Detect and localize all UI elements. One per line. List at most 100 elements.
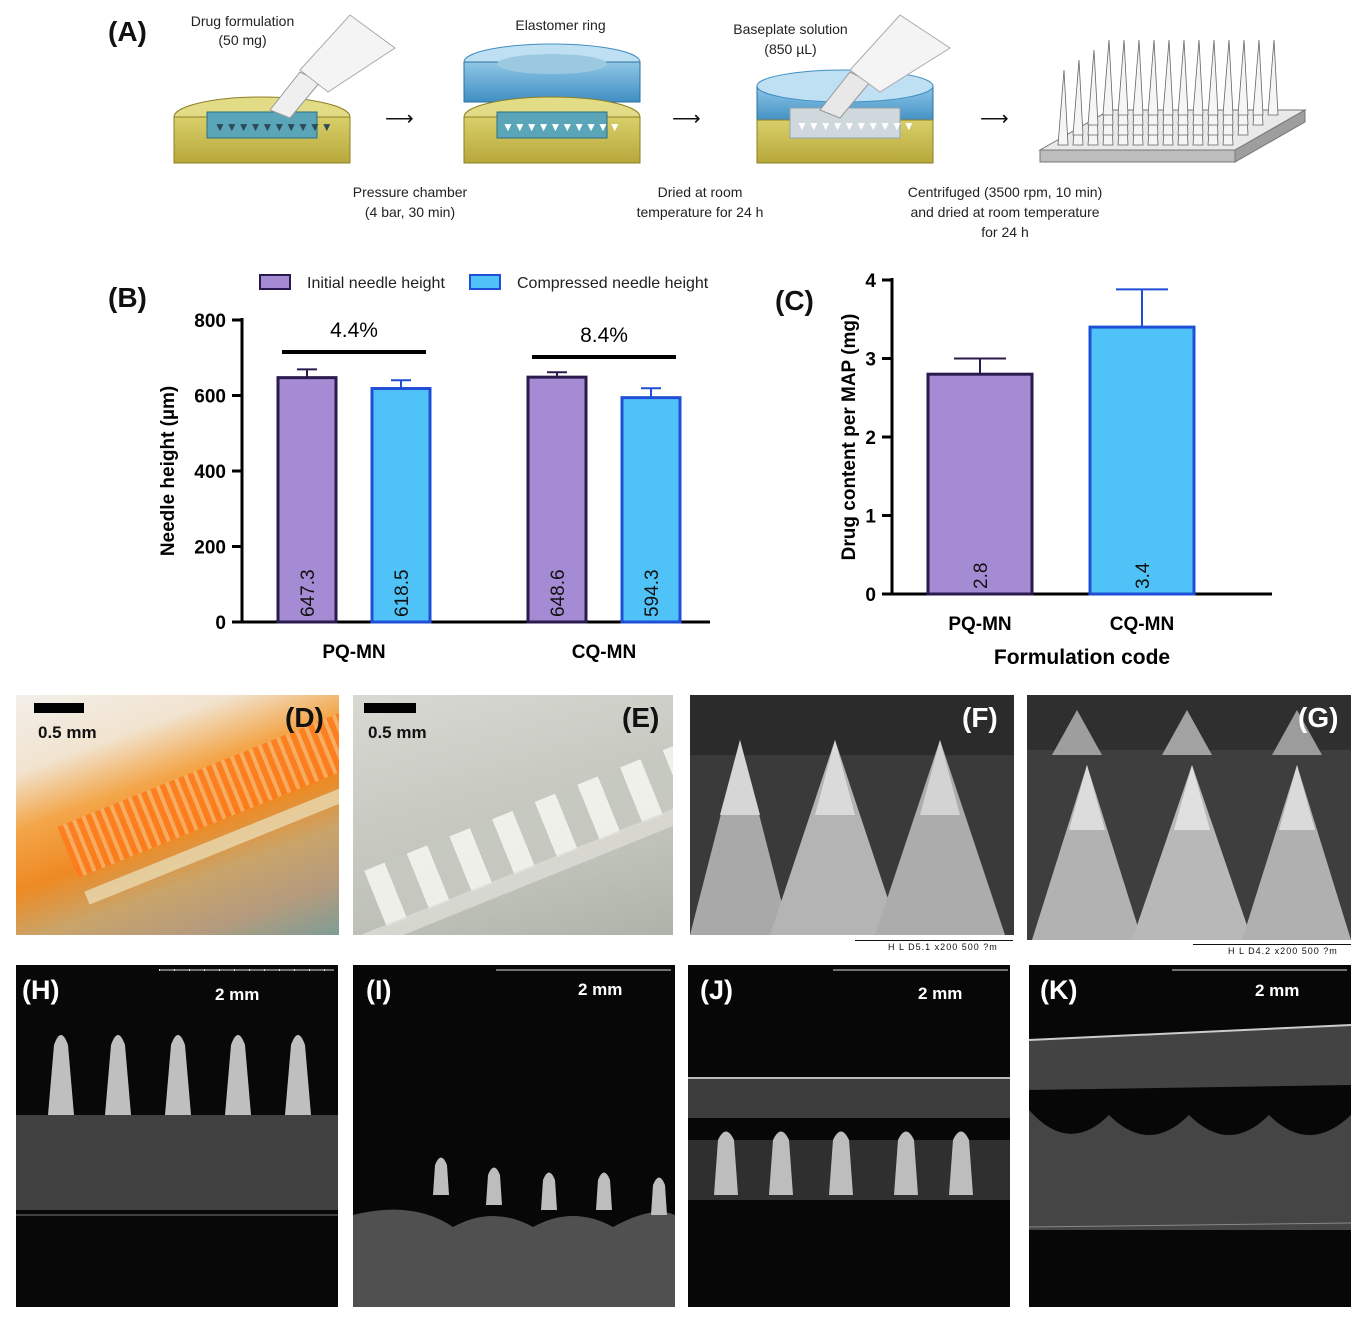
legend-swatch	[259, 274, 291, 290]
y-tick-label: 0	[215, 613, 226, 634]
y-tick-label: 1	[865, 507, 876, 528]
needle-cone	[1192, 39, 1204, 116]
scale-label-e: 0.5 mm	[368, 723, 427, 742]
needle-cone	[1162, 39, 1174, 116]
y-tick-label: 0	[865, 585, 876, 606]
panel-g-letter: (G)	[1298, 702, 1339, 733]
bar	[620, 396, 682, 624]
y-tick-label: 600	[194, 387, 226, 408]
panel-f-sem	[690, 695, 1014, 935]
scalebar-d	[34, 703, 84, 713]
needle-cone	[1222, 39, 1234, 116]
needle-cone	[1087, 49, 1099, 126]
y-axis-title: Drug content per MAP (mg)	[839, 314, 860, 561]
panel-h-letter: (H)	[22, 975, 60, 1005]
panel-j-letter: (J)	[700, 975, 733, 1005]
step1-title: Drug formulation	[190, 13, 295, 29]
caption3-line2: and dried at room temperature	[910, 204, 1100, 220]
sem-scale-g	[1193, 944, 1351, 945]
sem-caption-g: H L D4.2 x200 500 ?m	[1228, 946, 1338, 956]
needle-cone	[1132, 39, 1144, 116]
sem-caption-f: H L D5.1 x200 500 ?m	[888, 942, 998, 952]
mould-1: ▼▼▼▼▼▼▼▼▼▼	[173, 96, 351, 164]
y-tick-label: 4	[865, 271, 876, 292]
step3-amount: (850 µL)	[764, 41, 817, 57]
needle-cone	[1252, 39, 1264, 116]
panel-h-oct	[16, 965, 338, 1307]
x-tick-label: CQ-MN	[572, 642, 636, 663]
scale-label-j: 2 mm	[918, 984, 963, 1003]
percent-annotation: 8.4%	[580, 324, 628, 347]
bar-value-label: 2.8	[971, 563, 992, 589]
caption2-line2: temperature for 24 h	[636, 204, 764, 220]
bar-value-label: 594.3	[642, 569, 663, 617]
panel-i-letter: (I)	[366, 975, 392, 1005]
svg-text:▼▼▼▼▼▼▼▼▼▼: ▼▼▼▼▼▼▼▼▼▼	[502, 120, 621, 134]
panel-g-sem	[1027, 695, 1351, 940]
needle-cone	[1237, 39, 1249, 116]
bar	[276, 376, 338, 624]
x-axis-title: Formulation code	[994, 646, 1170, 669]
x-tick-label: PQ-MN	[322, 642, 385, 663]
y-tick-label: 2	[865, 428, 876, 449]
needle-cone	[1177, 39, 1189, 116]
percent-annotation: 4.4%	[330, 319, 378, 342]
arrow-3: ⟶	[980, 108, 1009, 130]
bar-value-label: 3.4	[1133, 562, 1154, 589]
bar-value-label: 647.3	[298, 569, 319, 617]
dropper-1	[269, 14, 396, 119]
dropper-2	[819, 14, 951, 119]
x-tick-label: PQ-MN	[948, 614, 1011, 635]
needle-height-chart: Initial needle height Compressed needle h…	[158, 274, 710, 663]
legend-label: Compressed needle height	[517, 275, 709, 292]
needle-cone	[1147, 39, 1159, 116]
panel-e-photo	[353, 695, 673, 935]
panel-d-photo	[16, 695, 339, 935]
panel-f-letter: (F)	[962, 702, 998, 733]
arrow-2: ⟶	[672, 108, 701, 130]
legend-label: Initial needle height	[307, 275, 445, 292]
elastomer-ring	[463, 43, 641, 103]
caption1-line1: Pressure chamber	[352, 184, 468, 200]
y-tick-label: 800	[194, 311, 226, 332]
bar	[526, 375, 588, 624]
svg-text:▼▼▼▼▼▼▼▼▼▼: ▼▼▼▼▼▼▼▼▼▼	[214, 120, 333, 134]
panel-b-letter: (B)	[108, 282, 147, 313]
microneedle-array	[1038, 39, 1307, 163]
caption2-line1: Dried at room	[657, 184, 743, 200]
scale-label-k: 2 mm	[1255, 981, 1300, 1000]
step3-title: Baseplate solution	[733, 21, 848, 37]
panel-j-oct	[688, 965, 1010, 1307]
panel-i-oct	[353, 965, 675, 1307]
scale-label-i: 2 mm	[578, 980, 623, 999]
caption1-line2: (4 bar, 30 min)	[364, 204, 456, 220]
caption3-line3: for 24 h	[981, 224, 1029, 240]
fabrication-schematic: ▼▼▼▼▼▼▼▼▼▼ ⟶ ▼▼▼▼▼▼▼▼▼▼ ⟶ ▼▼▼▼▼▼▼▼▼▼ ⟶	[173, 14, 1307, 164]
bar	[1088, 325, 1196, 596]
legend-swatch	[469, 274, 501, 290]
step2-title: Elastomer ring	[515, 17, 606, 33]
y-tick-label: 3	[865, 350, 876, 371]
mould-2: ▼▼▼▼▼▼▼▼▼▼	[463, 96, 641, 164]
needle-cone	[1267, 39, 1279, 116]
needle-cone	[1057, 69, 1069, 146]
panel-k-letter: (K)	[1040, 975, 1078, 1005]
caption3-line1: Centrifuged (3500 rpm, 10 min)	[907, 184, 1103, 200]
panel-a-letter: (A)	[108, 16, 147, 47]
panel-c-letter: (C)	[775, 285, 814, 316]
y-tick-label: 400	[194, 462, 226, 483]
needle-cone	[1072, 59, 1084, 136]
sem-scale-f	[855, 940, 1013, 941]
panel-d-letter: (D)	[285, 702, 324, 733]
bar-value-label: 618.5	[392, 569, 413, 617]
bar-value-label: 648.6	[548, 569, 569, 617]
y-tick-label: 200	[194, 538, 226, 559]
arrow-1: ⟶	[385, 108, 414, 130]
x-tick-label: CQ-MN	[1110, 614, 1174, 635]
needle-cone	[1102, 39, 1114, 116]
needle-cone	[1207, 39, 1219, 116]
scalebar-e	[364, 703, 416, 713]
y-axis-title: Needle height (µm)	[158, 386, 179, 556]
step1-amount: (50 mg)	[218, 32, 267, 48]
bar	[926, 372, 1034, 596]
